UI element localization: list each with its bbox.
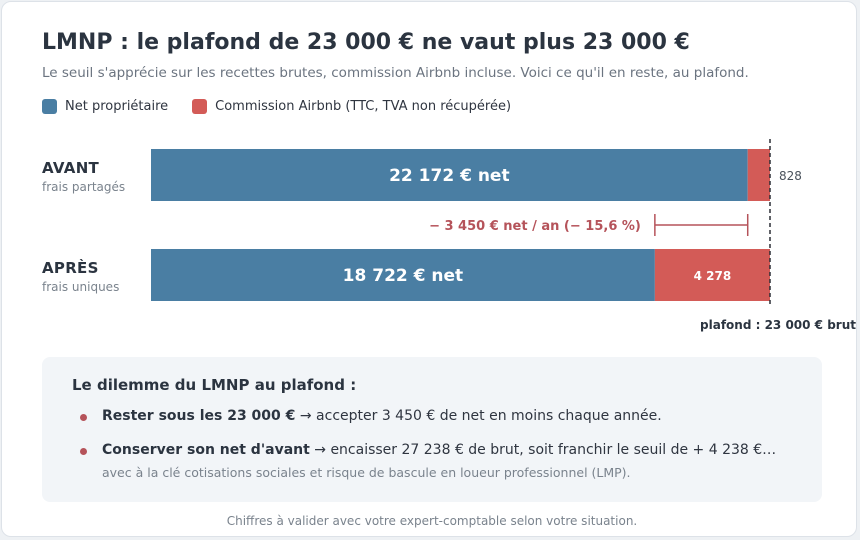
bar-chart: 22 172 € net 828 18 722 € net 4 278 plafond …	[151, 139, 856, 332]
legend-item-commission: Commission Airbnb (TTC, TVA non récupéré…	[192, 99, 511, 114]
legend-label-commission: Commission Airbnb (TTC, TVA non récupéré…	[215, 99, 512, 114]
threshold-label: plafond : 23 000 € brut	[700, 318, 856, 332]
callout-title: Le dilemme du LMNP au plafond :	[72, 376, 357, 394]
bullet-dot	[80, 414, 87, 421]
bar-commission	[747, 149, 770, 201]
bullet-bold: Rester sous les 23 000 €	[102, 408, 296, 424]
footer-note: Chiffres à valider avec votre expert-com…	[226, 514, 638, 528]
bar-commission-label: 4 278	[694, 269, 732, 283]
legend-swatch-commission	[192, 99, 208, 114]
bullet-note: avec à la clé cotisations sociales et ri…	[102, 465, 631, 480]
bar-net	[151, 149, 748, 201]
row-label-avant: AVANT frais partagés	[42, 159, 125, 194]
bullet-rest: → encaisser 27 238 € de brut, soit franc…	[309, 442, 777, 458]
category-label: APRÈS	[42, 259, 99, 277]
chart-subtitle: Le seuil s'apprécie sur les recettes bru…	[42, 65, 749, 81]
legend: Net propriétaire Commission Airbnb (TTC,…	[42, 99, 535, 114]
bar-commission	[654, 249, 770, 301]
category-label: AVANT	[42, 159, 100, 177]
bullet-item: Conserver son net d'avant → encaisser 27…	[102, 442, 776, 458]
bullet-item: Rester sous les 23 000 € → accepter 3 45…	[102, 408, 662, 424]
bullet-dot	[80, 448, 87, 455]
bullet-bold: Conserver son net d'avant	[102, 442, 310, 458]
bar-net-label: 18 722 € net	[343, 266, 464, 286]
category-sublabel: frais uniques	[42, 280, 120, 294]
chart-title: LMNP : le plafond de 23 000 € ne vaut pl…	[42, 30, 690, 55]
bar-net	[151, 249, 655, 301]
bar-net-label: 22 172 € net	[389, 166, 510, 186]
bar-commission-label: 828	[779, 169, 802, 183]
legend-item-net: Net propriétaire	[42, 99, 168, 114]
category-sublabel: frais partagés	[42, 180, 126, 194]
difference-label: − 3 450 € net / an (− 15,6 %)	[429, 219, 641, 234]
legend-label-net: Net propriétaire	[65, 99, 169, 114]
row-label-apres: APRÈS frais uniques	[42, 259, 119, 294]
legend-swatch-net	[42, 99, 57, 114]
dilemma-callout: Le dilemme du LMNP au plafond : Rester s…	[42, 357, 822, 502]
bullet-rest: → accepter 3 450 € de net en moins chaqu…	[295, 408, 662, 424]
